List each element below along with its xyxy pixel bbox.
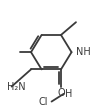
- Text: Cl: Cl: [39, 97, 48, 107]
- Text: H: H: [65, 89, 72, 99]
- Text: O: O: [57, 88, 65, 98]
- Text: H₂N: H₂N: [7, 82, 26, 92]
- Text: NH: NH: [76, 47, 91, 57]
